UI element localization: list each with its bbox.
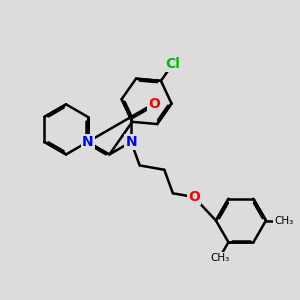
Text: CH₃: CH₃: [210, 253, 229, 262]
Text: Cl: Cl: [165, 57, 180, 71]
Text: N: N: [82, 135, 94, 149]
Text: N: N: [125, 135, 137, 149]
Text: O: O: [188, 190, 200, 204]
Text: O: O: [148, 97, 160, 111]
Text: CH₃: CH₃: [211, 253, 229, 262]
Text: CH₃: CH₃: [274, 215, 293, 226]
Text: CH₃: CH₃: [274, 215, 293, 226]
